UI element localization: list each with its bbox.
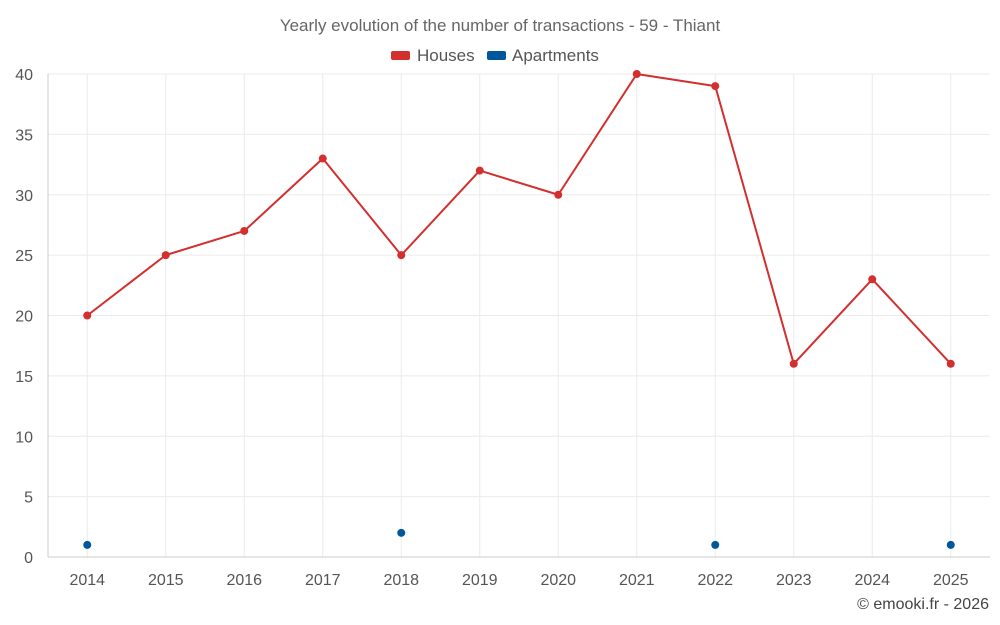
data-point-houses[interactable] [397,251,406,260]
x-tick-label: 2025 [933,572,969,589]
data-point-houses[interactable] [475,166,484,175]
legend: Houses Apartments [391,46,599,65]
y-tick-label: 0 [24,550,33,567]
x-tick-label: 2022 [697,572,733,589]
series-apartments [83,528,955,549]
data-point-houses[interactable] [83,311,92,320]
y-tick-label: 10 [15,429,33,446]
series-line-houses [86,73,952,365]
series-houses [83,70,955,368]
data-point-apartments[interactable] [83,540,92,549]
x-tick-label: 2014 [69,572,105,589]
legend-swatch-houses [391,51,410,60]
x-tick-label: 2023 [776,572,812,589]
y-tick-label: 20 [15,309,33,326]
x-axis-ticks: 2014 2015 2016 2017 2018 2019 2020 2021 2022 2023… [69,572,968,589]
legend-swatch-apartments [487,51,506,60]
legend-label-apartments: Apartments [512,46,599,65]
chart-title: Yearly evolution of the number of transa… [280,16,721,35]
data-point-houses[interactable] [554,190,563,199]
data-point-houses[interactable] [240,226,249,235]
x-tick-label: 2019 [462,572,498,589]
y-tick-label: 5 [24,490,33,507]
series-layer [83,70,955,549]
data-point-apartments[interactable] [711,540,720,549]
data-point-houses[interactable] [868,275,877,284]
data-point-houses[interactable] [789,359,798,368]
x-tick-label: 2016 [226,572,262,589]
data-point-houses[interactable] [711,82,720,91]
gridlines [48,73,990,557]
data-point-houses[interactable] [632,70,641,78]
y-tick-label: 40 [15,67,33,84]
data-point-apartments[interactable] [946,540,955,549]
x-tick-label: 2015 [148,572,184,589]
y-tick-label: 35 [15,127,33,144]
y-axis-ticks: 0 5 10 15 20 25 30 35 40 [15,67,33,567]
x-tick-label: 2021 [619,572,655,589]
data-point-apartments[interactable] [397,528,406,537]
credit-text: © emooki.fr - 2026 [857,596,989,613]
x-tick-label: 2020 [540,572,576,589]
x-tick-label: 2024 [854,572,890,589]
x-tick-label: 2018 [383,572,419,589]
y-tick-label: 30 [15,188,33,205]
data-point-houses[interactable] [946,359,955,368]
axes [47,74,990,558]
y-tick-label: 15 [15,369,33,386]
data-point-houses[interactable] [318,154,327,163]
y-tick-label: 25 [15,248,33,265]
data-point-houses[interactable] [161,251,170,260]
legend-label-houses: Houses [417,46,475,65]
x-tick-label: 2017 [305,572,341,589]
